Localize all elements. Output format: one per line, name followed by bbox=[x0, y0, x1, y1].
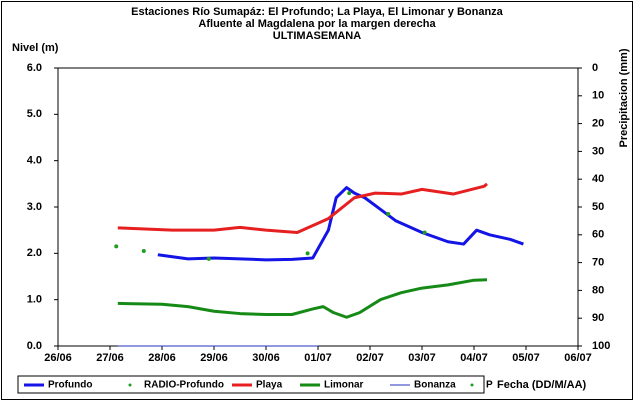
x-tick-label: 27/06 bbox=[96, 352, 124, 364]
legend-label: Playa bbox=[256, 380, 283, 391]
y-tick-label: 2.0 bbox=[27, 247, 42, 259]
y-tick-label: 5.0 bbox=[27, 108, 42, 120]
x-tick-label: 26/06 bbox=[44, 352, 72, 364]
x-tick-label: 02/07 bbox=[356, 352, 384, 364]
x-tick-label: 01/07 bbox=[304, 352, 332, 364]
legend-label: RADIO-Profundo bbox=[144, 380, 224, 391]
legend-label: Bonanza bbox=[414, 380, 456, 391]
y2-tick-label: 40 bbox=[592, 173, 604, 185]
y-tick-label: 3.0 bbox=[27, 201, 42, 213]
x-tick-label: 29/06 bbox=[200, 352, 228, 364]
x-axis-label: Fecha (DD/M/AA) bbox=[497, 379, 587, 391]
x-tick-label: 28/06 bbox=[148, 352, 176, 364]
y2-axis-label: Precipitacion (mm) bbox=[618, 48, 630, 147]
legend-label: Profundo bbox=[48, 380, 92, 391]
data-line bbox=[117, 182, 488, 234]
y-tick-label: 1.0 bbox=[27, 294, 42, 306]
y-tick-label: 0.0 bbox=[27, 340, 42, 352]
data-point bbox=[206, 256, 211, 261]
data-point bbox=[422, 230, 427, 235]
y-tick-label: 6.0 bbox=[27, 62, 42, 74]
data-point bbox=[141, 249, 146, 254]
data-point bbox=[386, 211, 391, 216]
x-tick-label: 30/06 bbox=[252, 352, 280, 364]
data-point bbox=[347, 191, 352, 196]
y2-tick-label: 30 bbox=[592, 145, 604, 157]
y2-tick-label: 90 bbox=[592, 312, 604, 324]
legend-swatch bbox=[470, 383, 474, 387]
legend-label: Limonar bbox=[324, 380, 364, 391]
y-tick-label: 4.0 bbox=[27, 155, 42, 167]
y2-tick-label: 80 bbox=[592, 284, 604, 296]
y2-tick-label: 60 bbox=[592, 229, 604, 241]
data-point bbox=[305, 251, 310, 256]
x-tick-label: 05/07 bbox=[512, 352, 540, 364]
y2-tick-label: 10 bbox=[592, 90, 604, 102]
data-point bbox=[114, 244, 119, 249]
legend-label: P bbox=[486, 380, 493, 391]
data-line bbox=[117, 278, 488, 319]
y2-tick-label: 0 bbox=[592, 62, 598, 74]
x-tick-label: 06/07 bbox=[564, 352, 592, 364]
chart-subtitle: Afluente al Magdalena por la margen dere… bbox=[198, 18, 436, 30]
chart-title: Estaciones Río Sumapáz: El Profundo; La … bbox=[131, 6, 504, 18]
x-tick-label: 03/07 bbox=[408, 352, 436, 364]
legend-box bbox=[17, 375, 485, 394]
y2-tick-label: 100 bbox=[592, 340, 610, 352]
data-line bbox=[157, 186, 524, 262]
x-tick-label: 04/07 bbox=[460, 352, 488, 364]
y2-tick-label: 20 bbox=[592, 118, 604, 130]
chart-subtitle: ULTIMASEMANA bbox=[273, 30, 361, 42]
y2-tick-label: 70 bbox=[592, 257, 604, 269]
legend-swatch bbox=[128, 383, 132, 387]
y-axis-label: Nivel (m) bbox=[12, 42, 59, 54]
y2-tick-label: 50 bbox=[592, 201, 604, 213]
